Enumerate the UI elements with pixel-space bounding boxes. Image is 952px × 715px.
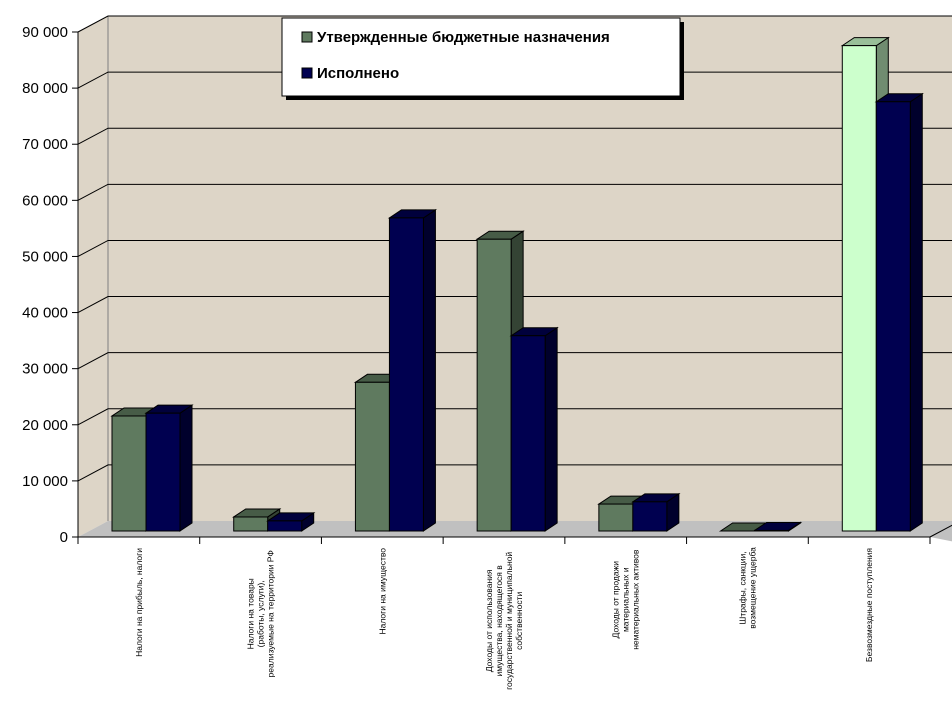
legend-box	[281, 17, 681, 97]
bar-front	[267, 520, 303, 532]
bar	[387, 208, 438, 532]
y-tick-label: 40 000	[22, 305, 68, 322]
x-tick-label: Безвозмездные поступления	[864, 548, 874, 662]
bar-side	[544, 326, 558, 532]
x-axis-depth-line	[929, 524, 952, 538]
bar-front	[875, 101, 911, 532]
x-tick-label: Налоги на имущество	[377, 548, 387, 635]
bar-front	[632, 501, 668, 532]
bar	[874, 92, 924, 532]
y-tick-label: 10 000	[22, 473, 68, 490]
gridline	[77, 296, 952, 313]
bar-front	[510, 335, 546, 532]
bar-side	[422, 208, 436, 532]
x-axis: Налоги на прибыль, налоги Налоги на товар…	[77, 524, 952, 690]
y-tick-label: 20 000	[22, 417, 68, 434]
legend-label: Утвержденные бюджетные назначения	[317, 29, 610, 46]
bar-front	[841, 45, 877, 532]
bar	[266, 511, 316, 532]
bar	[509, 326, 559, 532]
gridline	[77, 239, 952, 257]
gridline	[77, 127, 952, 145]
bar-side	[909, 92, 923, 532]
bar-front	[754, 529, 790, 532]
bar	[631, 492, 681, 532]
gridline	[77, 15, 952, 33]
gridline	[77, 464, 952, 482]
bars	[110, 36, 924, 532]
y-tick-label: 60 000	[22, 192, 68, 209]
bar-front	[233, 516, 269, 532]
bar-front	[476, 238, 512, 532]
y-tick-label: 70 000	[22, 136, 68, 153]
gridlines	[77, 15, 952, 482]
bar	[144, 404, 194, 532]
y-axis: 0 10 000 20 000 30 000 40 000 50 000 60 000 70 …	[22, 24, 79, 546]
legend: Утвержденные бюджетные назначения Исполне…	[281, 17, 684, 100]
x-tick-label: Доходы от использованияимущества, находя…	[484, 552, 524, 690]
gridline	[77, 352, 952, 370]
x-tick-label: Налоги на прибыль, налоги	[134, 548, 144, 657]
x-tick-label: Налоги на товары(работы, услуги),реализу…	[246, 550, 276, 677]
gridline	[77, 408, 952, 426]
legend-label: Исполнено	[317, 65, 399, 82]
x-tick-label: Доходы от продажиматериальных инематериа…	[611, 549, 641, 650]
bar-front	[388, 217, 424, 532]
y-tick-label: 90 000	[22, 24, 68, 41]
y-tick-label: 50 000	[22, 248, 68, 265]
y-tick-label: 0	[60, 529, 68, 546]
bar-front	[145, 412, 181, 532]
gridline	[77, 183, 952, 201]
y-tick-label: 80 000	[22, 80, 68, 97]
bar-side	[179, 404, 193, 532]
bar-front	[354, 381, 390, 532]
x-tick-label: Штрафы, санкции,возмещение ущерба	[737, 547, 757, 629]
y-tick-label: 30 000	[22, 361, 68, 378]
bar	[752, 521, 803, 532]
legend-swatch	[301, 67, 313, 79]
bar-front	[111, 415, 147, 532]
legend-swatch	[301, 31, 313, 43]
bar-front	[598, 503, 634, 532]
